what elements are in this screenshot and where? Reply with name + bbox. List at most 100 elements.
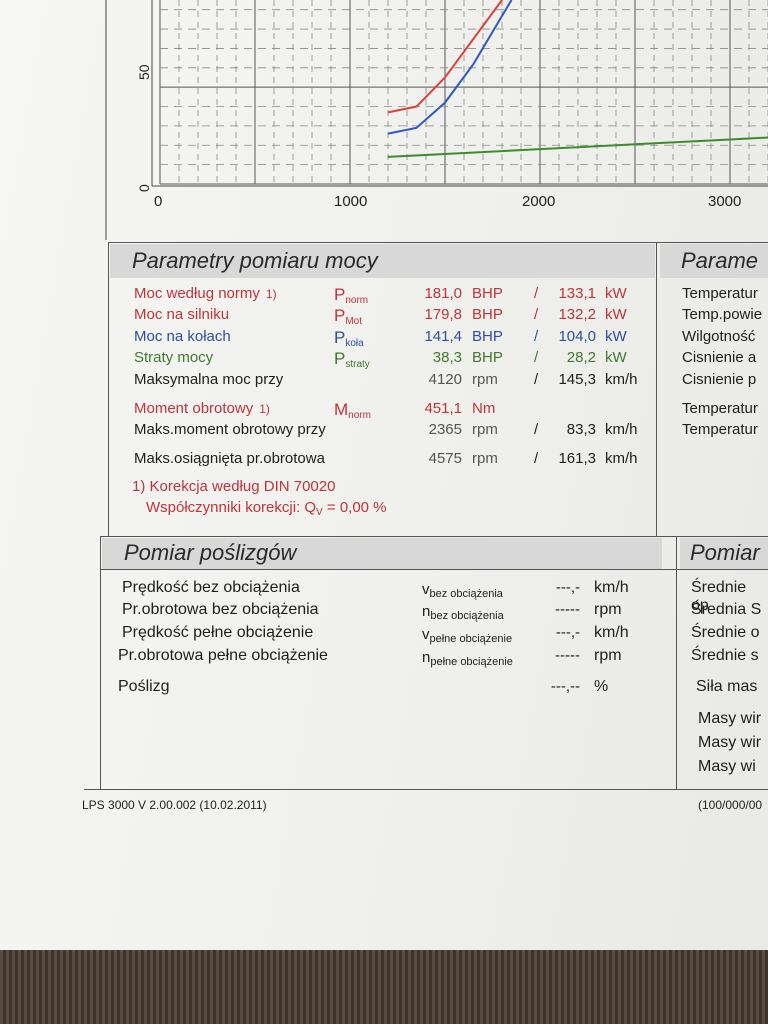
software-version: LPS 3000 V 2.00.002 (10.02.2011): [82, 798, 267, 812]
power-unit-1: BHP: [472, 306, 503, 323]
slip-row-symbol: vbez obciążenia: [422, 581, 503, 600]
power-row-label: Moc według normy 1): [134, 285, 277, 302]
series-line-1: [387, 0, 503, 114]
side-slip-label: Siła mas: [696, 678, 758, 695]
side-slip-label: Średnia S: [691, 601, 762, 618]
power-section-title: Parametry pomiaru mocy: [132, 248, 378, 273]
side-param-label: Cisnienie a: [682, 349, 757, 366]
side-slip-label: Masy wir: [698, 710, 762, 727]
power-unit-1: rpm: [472, 371, 498, 388]
power-row-symbol: Pnorm: [334, 285, 369, 306]
slip-value: ---,--: [550, 678, 580, 695]
side-param-label: Cisnienie p: [682, 371, 757, 388]
power-unit-1: BHP: [472, 328, 503, 345]
slip-border-left: [100, 536, 101, 790]
correction-note: 1) Korekcja według DIN 70020: [132, 478, 336, 495]
power-chart: [105, 0, 768, 240]
power-value-1: 4575: [428, 450, 462, 467]
power-value-1: 179,8: [424, 306, 462, 323]
power-row-label: Moc na silniku: [134, 306, 230, 323]
side-param-label: Wilgotność: [682, 328, 756, 345]
side-param-label: Temperatur: [682, 421, 758, 438]
slip-border-top: [100, 536, 768, 537]
value-separator: /: [534, 285, 539, 302]
power-unit-2: kW: [605, 306, 627, 323]
symbol-subscript: koła: [345, 338, 364, 349]
slip-unit: %: [594, 678, 609, 695]
power-value-2: 83,3: [566, 421, 596, 438]
series-line-3: [387, 136, 768, 158]
slip-title-underline: [100, 569, 768, 570]
power-value-1: 141,4: [424, 328, 462, 345]
correction-factors: Współczynniki korekcji: QV = 0,00 %: [146, 499, 387, 518]
symbol-subscript: Mot: [345, 316, 363, 327]
series-line-2: [387, 0, 513, 135]
y-tick-label: 0: [136, 184, 152, 192]
side-param-label: Temperatur: [682, 285, 758, 302]
side-title-band: [660, 244, 768, 278]
power-value-2: 28,2: [566, 349, 596, 366]
document-page: 0 1000 2000 3000 0 50 Parametry pomiaru mocy…: [0, 0, 768, 950]
value-separator: /: [534, 306, 539, 323]
side-param-label: Temp.powie: [682, 306, 763, 323]
section-border-left: [108, 242, 109, 536]
power-row-symbol: Pstraty: [334, 349, 370, 370]
y-tick-label: 50: [136, 64, 152, 80]
power-unit-2: kW: [605, 349, 627, 366]
slip-unit: rpm: [594, 647, 622, 664]
power-row-label: Maksymalna moc przy: [134, 371, 284, 388]
symbol-subscript: pełne obciążenie: [430, 656, 513, 668]
power-row-label: Moc na kołach: [134, 328, 231, 345]
slip-unit: rpm: [594, 601, 622, 618]
power-row-label: Moment obrotowy 1): [134, 400, 270, 417]
power-unit-1: rpm: [472, 421, 498, 438]
slip-value: -----: [555, 601, 580, 618]
power-value-1: 181,0: [424, 285, 462, 302]
power-value-2: 145,3: [558, 371, 596, 388]
power-row-label: Maks.moment obrotowy przy: [134, 421, 326, 438]
symbol-subscript: norm: [345, 295, 369, 306]
section-border-top: [108, 242, 768, 243]
slip-row-label: Prędkość bez obciążenia: [122, 579, 300, 596]
slip-value: -----: [555, 647, 580, 664]
power-unit-1: rpm: [472, 450, 498, 467]
power-value-2: 104,0: [558, 328, 596, 345]
slip-row-label: Pr.obrotowa pełne obciążenie: [118, 647, 328, 664]
power-unit-2: km/h: [605, 450, 638, 467]
slip-row-symbol: nbez obciążenia: [422, 603, 504, 622]
power-value-1: 4120: [428, 371, 462, 388]
value-separator: /: [534, 450, 539, 467]
slip-title-band: [102, 538, 662, 569]
x-tick-label: 2000: [522, 193, 556, 210]
power-unit-2: km/h: [605, 421, 638, 438]
slip-unit: km/h: [594, 624, 629, 641]
section-divider: [656, 242, 657, 536]
slip-row-label: Pr.obrotowa bez obciążenia: [122, 601, 319, 618]
power-value-2: 161,3: [558, 450, 596, 467]
power-value-2: 132,2: [558, 306, 596, 323]
side-slip-label: Średnie o: [691, 624, 760, 641]
symbol-subscript: bez obciążenia: [429, 588, 503, 600]
symbol-subscript: straty: [345, 359, 370, 370]
side-params-title: Parame: [681, 248, 759, 273]
slip-row-label: Prędkość pełne obciążenie: [122, 624, 314, 641]
power-row-symbol: Mnorm: [334, 400, 371, 421]
side-slip-band: [680, 538, 768, 569]
symbol-subscript: bez obciążenia: [430, 610, 504, 622]
value-separator: /: [534, 349, 539, 366]
side-slip-label: Średnie s: [691, 647, 759, 664]
background-fabric: [0, 940, 768, 1024]
slip-row-symbol: npełne obciążenie: [422, 649, 513, 668]
side-slip-title: Pomiar: [690, 540, 760, 565]
power-unit-2: kW: [605, 285, 627, 302]
value-separator: /: [534, 421, 539, 438]
power-value-2: 133,1: [558, 285, 596, 302]
slip-value: ---,-: [555, 579, 580, 596]
slip-divider: [676, 536, 677, 790]
slip-section-title: Pomiar poślizgów: [124, 540, 297, 565]
side-slip-label: Średnie op: [691, 579, 747, 614]
slip-row-symbol: vpełne obciążenie: [422, 626, 513, 645]
side-param-label: Temperatur: [682, 400, 758, 417]
slip-row-label: Poślizg: [118, 678, 170, 695]
x-tick-label: 0: [154, 193, 163, 210]
